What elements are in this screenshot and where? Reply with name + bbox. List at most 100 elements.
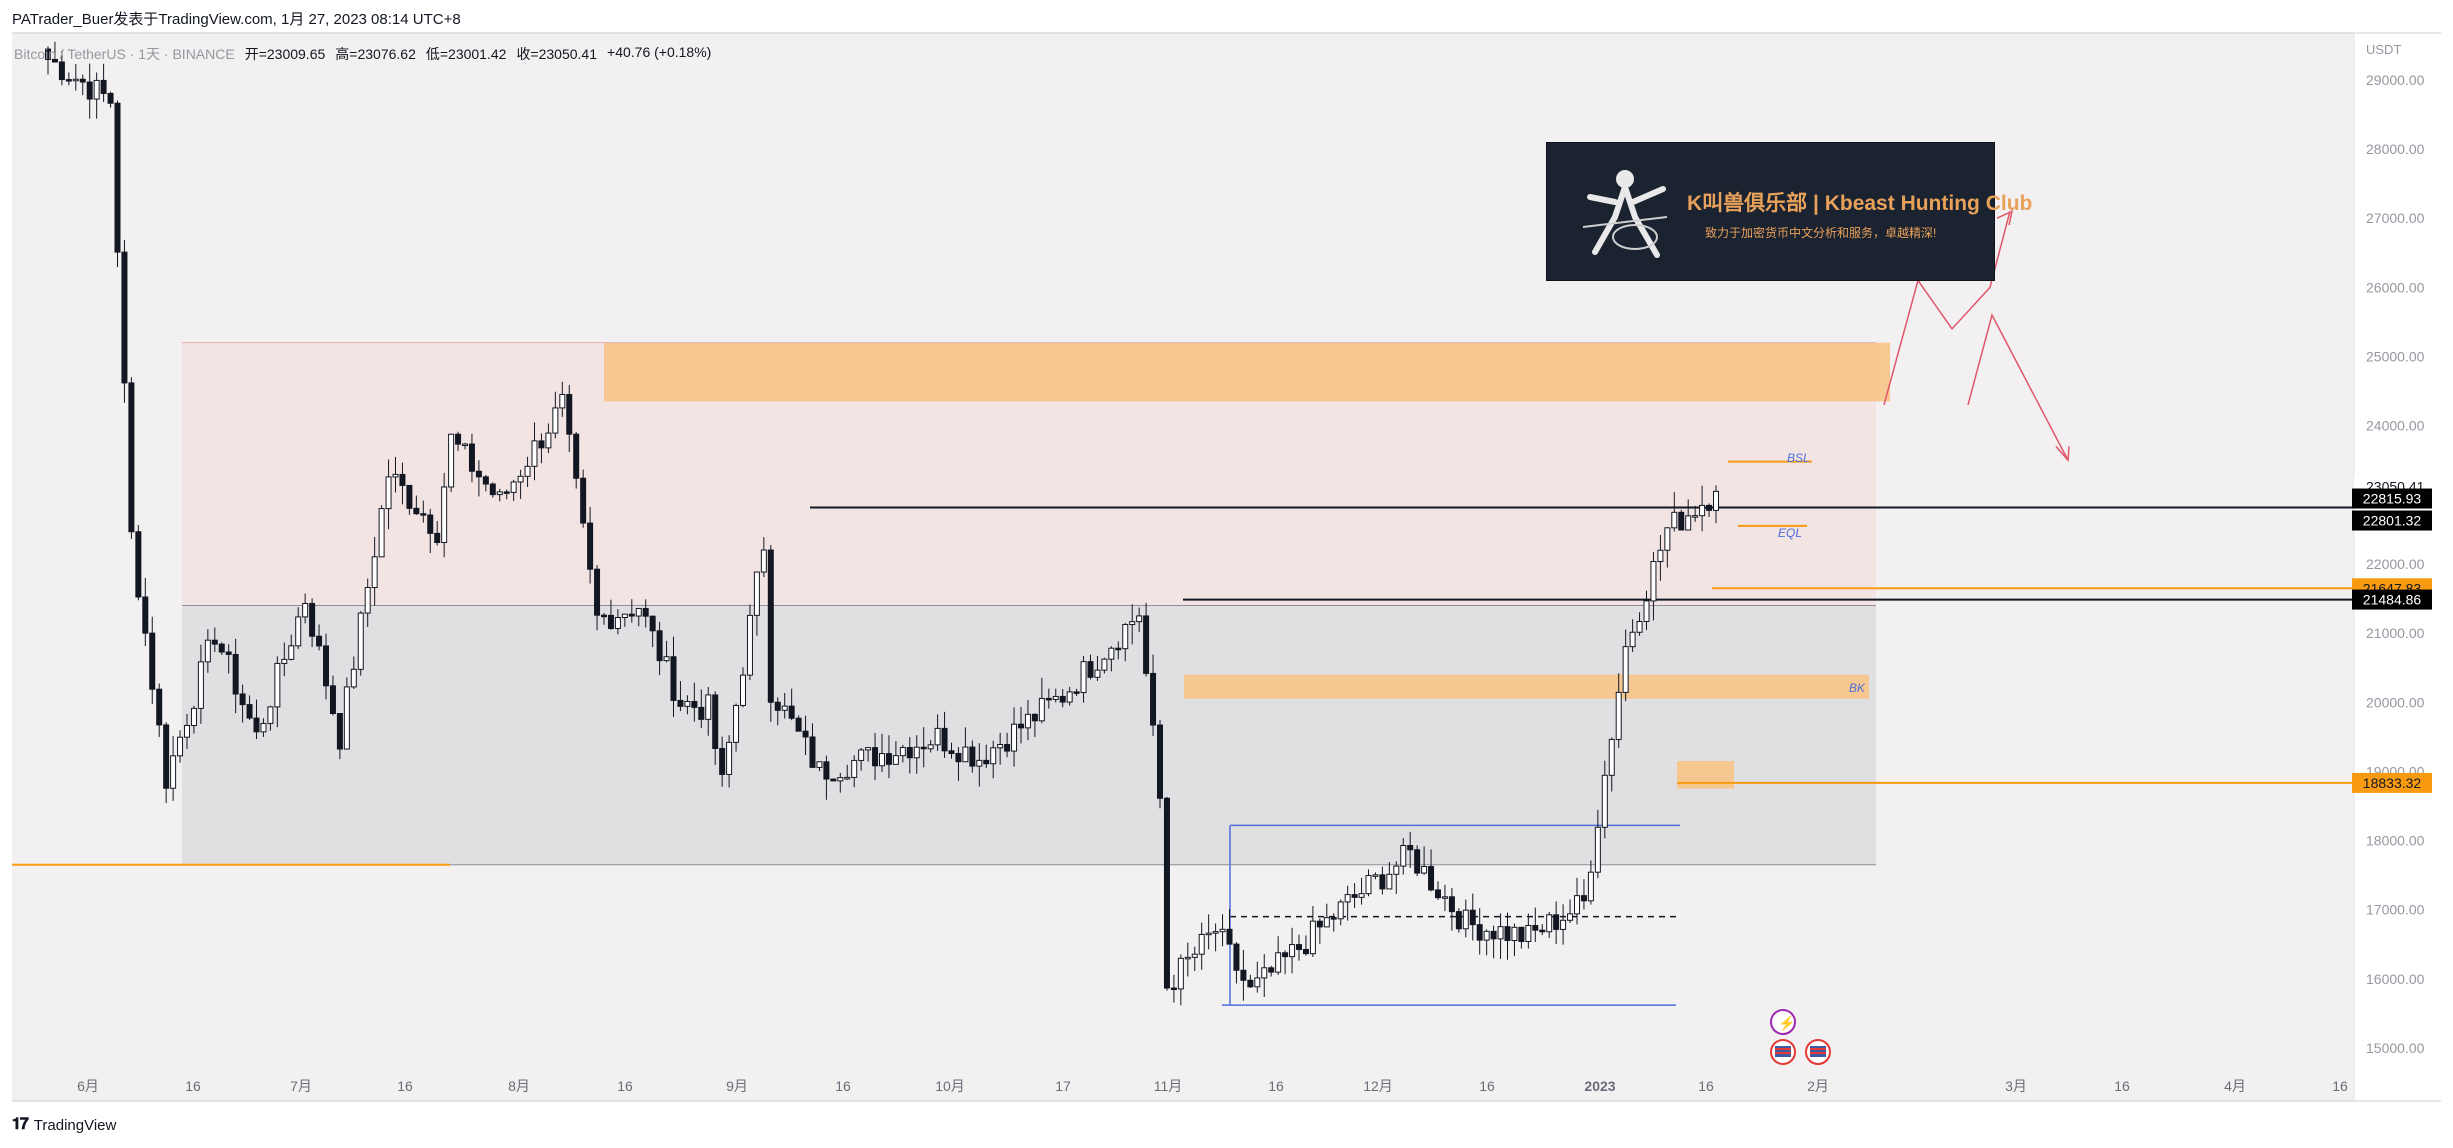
time-tick-label: 2023: [1584, 1078, 1615, 1094]
candle-body: [1157, 724, 1163, 799]
price-tag-box: [2352, 772, 2432, 793]
candle-body: [899, 747, 906, 757]
candle-body: [1163, 797, 1170, 989]
candle-body: [1358, 893, 1365, 898]
candle-body: [1490, 930, 1497, 940]
high-value: 高=23076.62: [335, 46, 416, 62]
candle-body: [538, 440, 545, 449]
candle-body: [316, 635, 323, 647]
publish-line: PATrader_Buer发表于TradingView.com, 1月 27, …: [12, 11, 461, 28]
eql-label: EQL: [1778, 526, 1802, 540]
candle-body: [1226, 928, 1233, 945]
club-banner: K叫兽俱乐部 | Kbeast Hunting Club 致力于加密货币中文分析…: [1546, 142, 2032, 281]
candle-body: [1622, 646, 1629, 693]
time-tick-label: 16: [835, 1078, 851, 1094]
candle-body: [983, 759, 990, 765]
candle-body: [149, 632, 156, 690]
time-tick-label: 4月: [2224, 1078, 2246, 1094]
candle-body: [927, 744, 934, 750]
projection-down-path: [1967, 312, 2069, 461]
candle-body: [607, 614, 614, 629]
candle-body: [1045, 697, 1052, 701]
footer[interactable]: 𝟏𝟕 TradingView: [12, 1116, 116, 1134]
candle-body: [1268, 967, 1275, 973]
candle-body: [691, 700, 698, 708]
candle-body: [1337, 901, 1344, 920]
candle-body: [1407, 845, 1414, 851]
symbol-label[interactable]: Bitcoin / TetherUS · 1天 · BINANCE: [14, 46, 235, 62]
candle-body: [531, 440, 538, 467]
time-tick-label: 6月: [77, 1078, 99, 1094]
candle-body: [580, 477, 587, 524]
candle-body: [1143, 615, 1150, 674]
candle-body: [1254, 977, 1261, 988]
candle-body: [246, 704, 253, 719]
candle-body: [121, 251, 128, 384]
price-tick-label: 29000.00: [2366, 72, 2425, 88]
candle-body: [468, 443, 475, 472]
event-icons[interactable]: ⚡: [1770, 1009, 1831, 1065]
candle-body: [1462, 909, 1469, 930]
close-value: 收=23050.41: [516, 46, 598, 62]
tradingview-logo-icon: 𝟏𝟕: [12, 1116, 29, 1133]
candle-body: [809, 736, 816, 768]
candle-body: [705, 694, 712, 720]
candle-body: [475, 470, 482, 478]
candle-body: [1706, 504, 1713, 511]
candle-body: [51, 58, 58, 63]
candle-body: [1080, 661, 1087, 694]
candle-body: [260, 722, 267, 733]
price-tag-value: 18833.32: [2363, 775, 2422, 791]
candle-body: [1546, 914, 1553, 933]
candle-body: [350, 668, 357, 688]
candle-body: [746, 614, 753, 676]
price-tag-box: [2352, 510, 2432, 531]
candle-body: [1518, 926, 1525, 942]
candle-body: [1309, 920, 1316, 955]
candle-body: [1316, 920, 1323, 928]
candle-body: [545, 432, 552, 449]
candle-body: [1713, 490, 1719, 511]
demand-zone: [1677, 761, 1734, 789]
candle-body: [1275, 952, 1282, 973]
candle-body: [253, 717, 260, 733]
candle-body: [510, 481, 517, 493]
candle-body: [726, 741, 733, 775]
candle-body: [635, 608, 642, 617]
candle-body: [976, 759, 983, 767]
price-labels: 23050.4123:45:3022815.9322801.3221647.83…: [2352, 475, 2432, 793]
time-tick-label: 2月: [1807, 1078, 1829, 1094]
time-tick-label: 16: [617, 1078, 633, 1094]
candle-body: [1657, 549, 1664, 563]
candle-body: [1170, 987, 1177, 991]
hunter-logo-icon: [1582, 170, 1668, 258]
projection-up-path: [1883, 211, 2011, 406]
candle-body: [86, 81, 93, 100]
candle-body: [684, 700, 691, 707]
candle-body: [788, 705, 795, 719]
candle-body: [621, 613, 628, 618]
candle-body: [1330, 917, 1337, 920]
candle-body: [1004, 743, 1011, 752]
time-tick-label: 16: [397, 1078, 413, 1094]
candle-body: [1240, 969, 1247, 981]
time-tick-label: 11月: [1154, 1078, 1183, 1094]
candle-body: [295, 616, 302, 647]
candle-body: [1379, 874, 1386, 890]
candle-body: [1323, 917, 1330, 928]
bk-label: BK: [1849, 681, 1866, 695]
candle-body: [559, 393, 566, 409]
candle-body: [399, 473, 406, 486]
lightning-icon: [1770, 1009, 1796, 1035]
change-value: +40.76 (+0.18%): [607, 44, 712, 60]
candle-body: [281, 658, 288, 664]
discount-zone: [182, 605, 1876, 865]
candle-body: [1504, 926, 1511, 942]
candle-body: [441, 486, 448, 544]
price-axis: 15000.0016000.0017000.0018000.0019000.00…: [2366, 72, 2425, 1056]
candle-body: [1150, 672, 1157, 726]
candle-body: [1428, 866, 1435, 891]
candle-body: [427, 514, 434, 534]
price-tick-label: 25000.00: [2366, 349, 2425, 365]
